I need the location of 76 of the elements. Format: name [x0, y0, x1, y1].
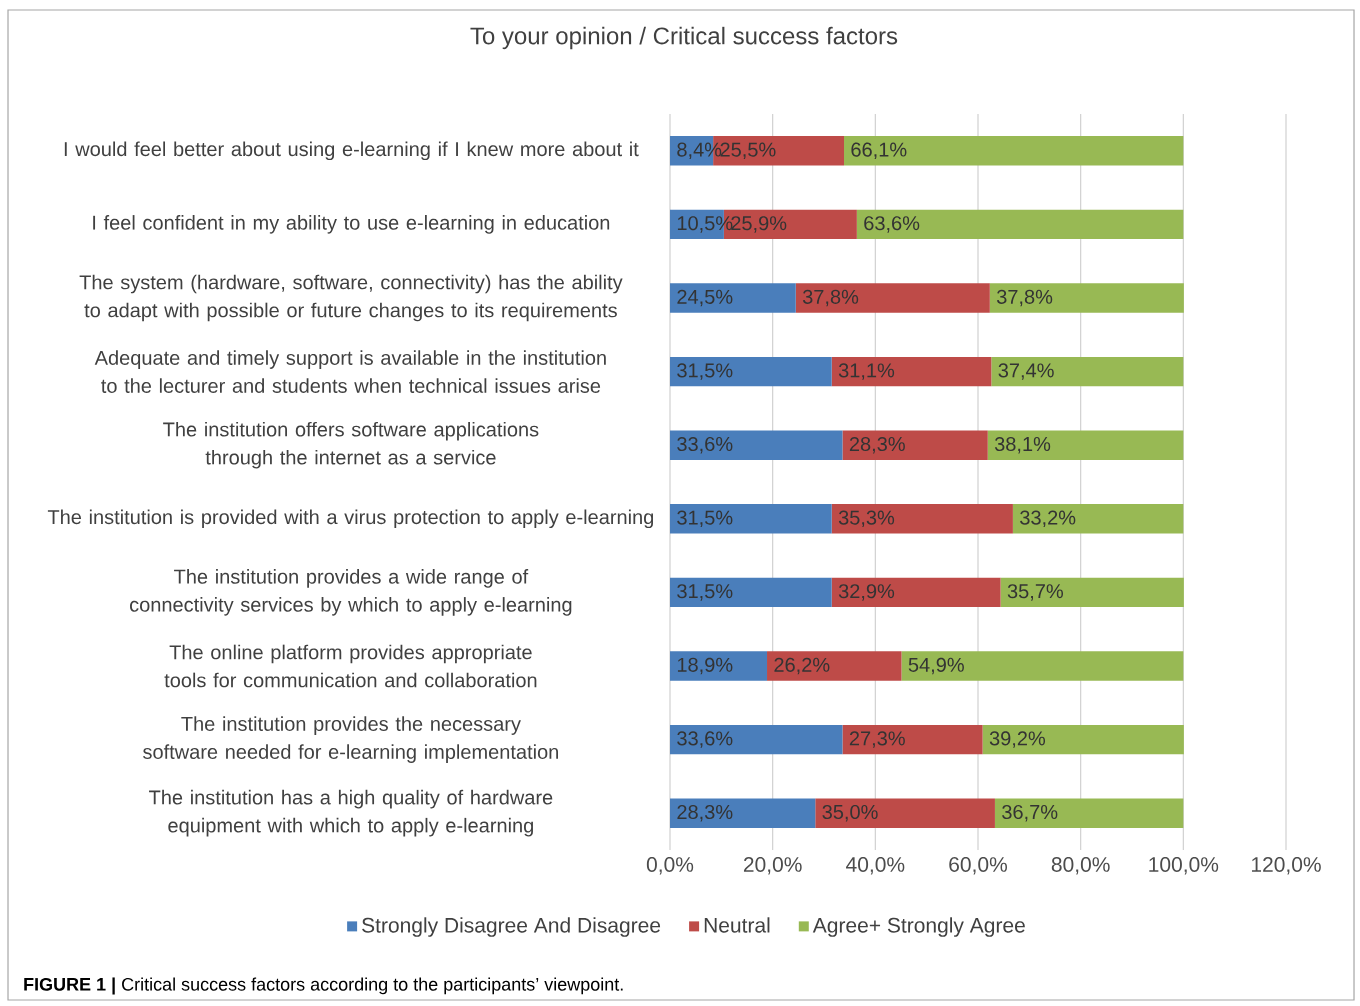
y-tick-label: The institution has a high quality of hardware equipment with which to apply e-learning [149, 789, 553, 837]
data-label: 31,5% [677, 363, 733, 380]
data-label: 33,6% [677, 731, 733, 748]
y-tick-label: The institution provides the necessary software needed for e-learning implementation [143, 716, 558, 763]
data-label: 25,9% [731, 216, 787, 233]
bar [670, 798, 816, 828]
x-tick-label: 120,0% [1251, 857, 1321, 875]
legend-label: Neutral [704, 917, 770, 933]
x-tick-label: 0,0% [646, 857, 694, 875]
data-label: 37,8% [996, 289, 1053, 307]
bar [831, 356, 992, 387]
bar [670, 651, 768, 681]
y-tick-label: Adequate and timely support is available in the institution to the lecturer and students when technical issues arise [94, 350, 606, 393]
bar [831, 504, 1013, 534]
data-label: 27,3% [849, 731, 905, 748]
bar [795, 283, 990, 313]
data-label: 35,0% [822, 804, 878, 822]
bar [670, 430, 843, 460]
data-label: 63,6% [864, 216, 920, 233]
bar [991, 356, 1184, 387]
bar [842, 430, 988, 460]
data-label: 39,2% [989, 731, 1046, 748]
x-tick-label: 40,0% [846, 857, 905, 875]
y-tick-label: I would feel better about using e-learning if I knew more about it [64, 141, 639, 161]
y-tick-label: The system (hardware, software, connectivity) has the ability to adapt with possible or future changes to its requirements [79, 274, 623, 322]
data-label: 31,5% [677, 510, 733, 528]
bar [901, 651, 1184, 681]
bar [982, 724, 1184, 755]
bar [989, 283, 1184, 313]
data-label: 35,3% [838, 510, 895, 528]
data-label: 18,9% [677, 657, 733, 675]
y-tick-label: The online platform provides appropriate tools for communication and collaboration [164, 644, 537, 688]
y-tick-label: The institution offers software applications through the internet as a service [163, 421, 539, 469]
legend-label: Agree+ Strongly Agree [812, 917, 1025, 937]
bar [1012, 504, 1184, 534]
chart-title: To your opinion / Critical success factors [470, 26, 898, 50]
x-tick-label: 100,0% [1149, 857, 1219, 875]
data-label: 28,3% [849, 436, 905, 454]
data-label: 33,2% [1020, 510, 1076, 528]
data-label: 26,2% [774, 657, 830, 675]
data-label: 38,1% [994, 436, 1051, 454]
data-label: 31,5% [677, 584, 733, 601]
data-label: 54,9% [908, 657, 964, 675]
bar [842, 724, 983, 755]
legend-label: Strongly Disagree And Disagree [362, 917, 661, 937]
data-label: 66,1% [851, 142, 907, 160]
bar [670, 283, 796, 313]
bar [815, 798, 995, 828]
bar [670, 577, 832, 608]
data-label: 33,6% [677, 436, 733, 454]
y-tick-label: I feel confident in my ability to use e-learning in education [93, 215, 610, 234]
data-label: 37,4% [998, 363, 1054, 380]
bar [844, 136, 1184, 166]
bar [994, 798, 1184, 828]
x-tick-label: 80,0% [1051, 857, 1110, 875]
data-label: 36,7% [1002, 804, 1058, 822]
y-tick-label: The institution is provided with a virus protection to apply e-learning [47, 509, 654, 529]
data-label: 35,7% [1007, 584, 1064, 601]
bar [831, 577, 1001, 608]
bar [670, 504, 832, 534]
text: FIGURE 1 | Critical success factors according to the participants’ viewpoint. [24, 977, 623, 995]
bar [1000, 577, 1184, 608]
x-tick-label: 60,0% [949, 857, 1007, 875]
bar [987, 430, 1184, 460]
data-label: 37,8% [802, 289, 859, 307]
bar [767, 651, 902, 681]
bar [670, 356, 832, 387]
x-tick-label: 20,0% [743, 857, 802, 875]
data-label: 24,5% [677, 289, 733, 307]
bar [670, 724, 843, 755]
data-label: 28,3% [677, 804, 733, 822]
data-label: 31,1% [838, 363, 895, 380]
y-tick-label: The institution provides a wide range of connectivity services by which to apply e-learning [130, 569, 572, 616]
data-label: 25,5% [720, 142, 776, 160]
data-label: 32,9% [838, 584, 895, 601]
bar [856, 209, 1184, 240]
